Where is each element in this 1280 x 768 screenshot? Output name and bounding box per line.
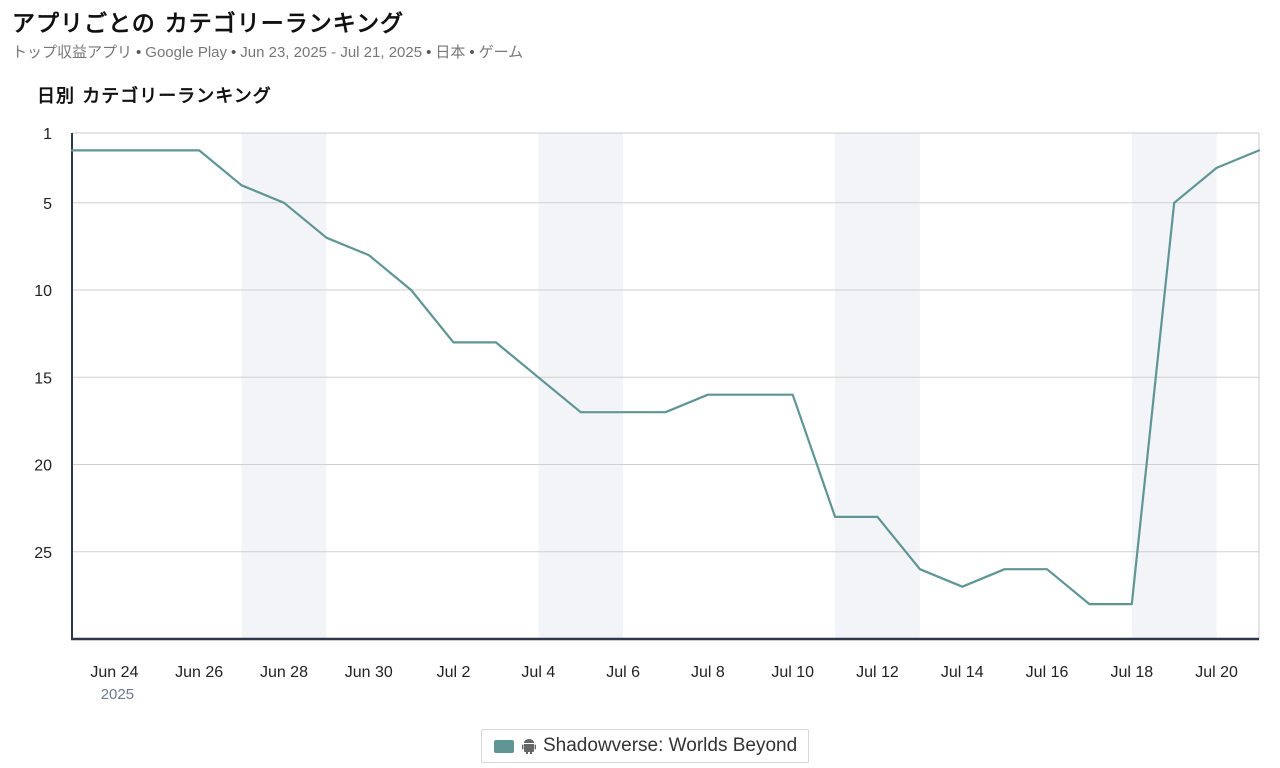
x-tick-label: Jul 10 <box>771 664 814 681</box>
x-tick-label: Jul 6 <box>606 664 640 681</box>
x-tick-label: Jul 8 <box>691 664 725 681</box>
x-tick-label: Jul 4 <box>521 664 555 681</box>
y-tick-label: 5 <box>43 196 52 213</box>
subtitle-separator: • <box>469 44 475 61</box>
weekend-band <box>538 133 624 639</box>
subtitle-genre: ゲーム <box>478 44 524 61</box>
y-tick-label: 15 <box>34 370 52 387</box>
legend-series-name: Shadowverse: Worlds Beyond <box>543 735 798 756</box>
y-tick-label: 10 <box>34 283 52 300</box>
y-tick-label: 1 <box>43 126 52 143</box>
page-subtitle: トップ収益アプリ • Google Play • Jun 23, 2025 - Jul … <box>12 41 523 62</box>
x-tick-label: Jun 24 <box>90 664 138 681</box>
subtitle-date-range: Jun 23, 2025 - Jul 21, 2025 <box>240 44 423 61</box>
subtitle-separator: • <box>136 44 142 61</box>
subtitle-separator: • <box>231 44 237 61</box>
x-year-label: 2025 <box>101 686 134 703</box>
weekend-band <box>1131 133 1217 639</box>
x-tick-label: Jun 30 <box>345 664 393 681</box>
subtitle-country: 日本 <box>435 44 466 61</box>
weekend-band <box>241 133 327 639</box>
legend-swatch <box>494 739 514 753</box>
x-tick-label: Jul 14 <box>941 664 984 681</box>
subtitle-separator: • <box>426 44 432 61</box>
series-line <box>70 149 1261 606</box>
x-tick-label: Jul 2 <box>437 664 471 681</box>
y-tick-label: 20 <box>34 458 52 475</box>
subtitle-store: Google Play <box>145 44 227 61</box>
x-tick-label: Jul 16 <box>1026 664 1069 681</box>
y-tick-label: 25 <box>34 545 52 562</box>
x-tick-label: Jun 28 <box>260 664 308 681</box>
page-title: アプリごとの カテゴリーランキング <box>12 10 405 37</box>
x-tick-label: Jul 12 <box>856 664 899 681</box>
chart-title: 日別 カテゴリーランキング <box>37 86 272 107</box>
x-tick-label: Jul 18 <box>1110 664 1153 681</box>
android-icon <box>522 739 536 754</box>
x-tick-label: Jul 20 <box>1195 664 1238 681</box>
x-tick-label: Jun 26 <box>175 664 223 681</box>
chart-legend[interactable]: Shadowverse: Worlds Beyond <box>481 729 809 763</box>
weekend-band <box>835 133 920 639</box>
subtitle-category: トップ収益アプリ <box>12 44 133 61</box>
